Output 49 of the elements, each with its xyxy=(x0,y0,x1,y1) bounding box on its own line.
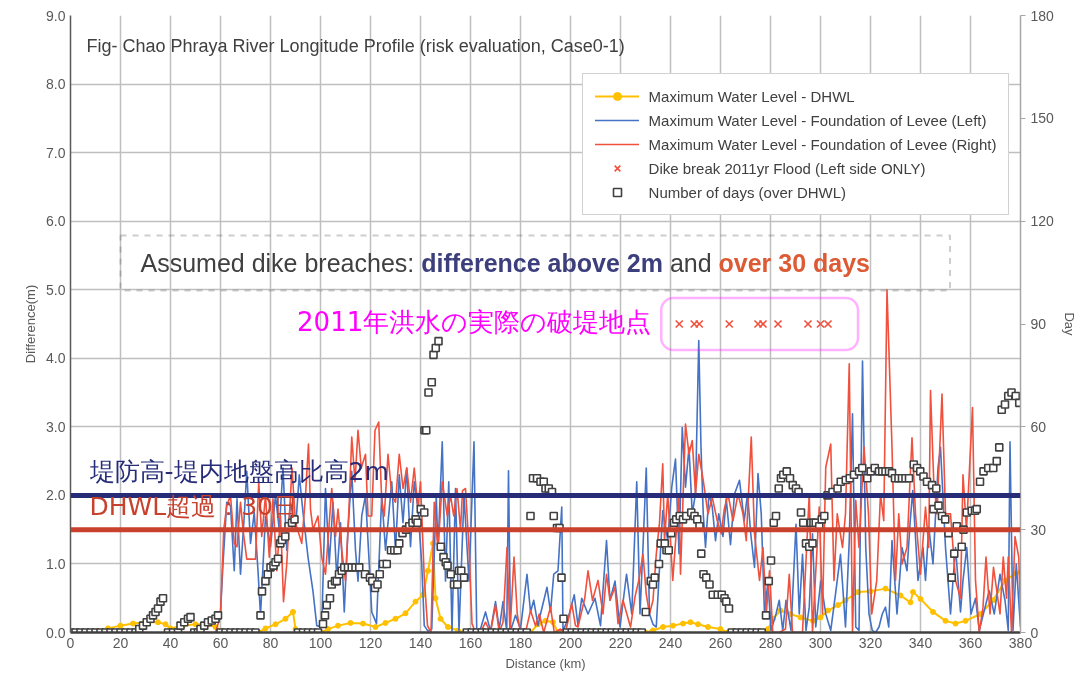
x-tick-label: 80 xyxy=(262,634,279,651)
y2-tick-label: 30 xyxy=(1030,521,1047,538)
y2-tick-label: 180 xyxy=(1030,7,1055,24)
y-tick-label: 4.0 xyxy=(46,350,66,367)
x-tick-label: 100 xyxy=(308,634,333,651)
annotation: Assumed dike breaches: xyxy=(140,249,415,277)
x-axis-title: Distance (km) xyxy=(505,655,586,671)
x-tick-label: 0 xyxy=(66,634,75,651)
y-tick-label: 0.0 xyxy=(46,624,66,641)
y-tick-label: 1.0 xyxy=(46,555,66,572)
x-tick-label: 320 xyxy=(858,634,883,651)
legend-label: Number of days (over DHWL) xyxy=(648,182,847,202)
y-tick-label: 2.0 xyxy=(46,487,66,504)
x-tick-label: 280 xyxy=(758,634,783,651)
text: Fig- Chao Phraya River Longitude Profile (risk evaluation, Case0-1) xyxy=(86,35,625,56)
y-tick-label: 6.0 xyxy=(46,213,66,230)
x-tick-label: 200 xyxy=(558,634,583,651)
x-tick-label: 360 xyxy=(958,634,983,651)
x-tick-label: 140 xyxy=(408,634,433,651)
annotation: 2011年洪水の実際の破堤地点 xyxy=(297,307,652,337)
x-tick-label: 60 xyxy=(212,634,229,651)
x-tick-label: 20 xyxy=(112,634,129,651)
x-tick-label: 180 xyxy=(508,634,533,651)
x-tick-label: 340 xyxy=(908,634,933,651)
y2-axis-title: Day xyxy=(1061,312,1077,337)
y-tick-label: 8.0 xyxy=(46,76,66,93)
annotation: and xyxy=(669,249,712,277)
x-tick-label: 220 xyxy=(608,634,633,651)
x-tick-label: 160 xyxy=(458,634,483,651)
legend-label: Maximum Water Level - Foundation of Levee (Left) xyxy=(648,110,987,130)
y-tick-label: 5.0 xyxy=(46,281,66,298)
x-tick-label: 40 xyxy=(162,634,179,651)
x-tick-label: 260 xyxy=(708,634,733,651)
legend-label: Maximum Water Level - Foundation of Levee (Right) xyxy=(648,134,997,154)
annotation: difference above 2m xyxy=(421,249,663,277)
legend-label: Maximum Water Level - DHWL xyxy=(648,86,855,106)
y-tick-label: 9.0 xyxy=(46,7,66,24)
x-tick-label: 240 xyxy=(658,634,683,651)
y2-tick-label: 120 xyxy=(1030,213,1055,230)
y-tick-label: 3.0 xyxy=(46,418,66,435)
x-tick-label: 120 xyxy=(358,634,383,651)
annotation: over 30 days xyxy=(718,249,871,277)
y2-tick-label: 90 xyxy=(1030,316,1047,332)
y2-tick-label: 60 xyxy=(1030,418,1047,435)
y-tick-label: 7.0 xyxy=(46,144,66,161)
y2-tick-label: 150 xyxy=(1030,110,1055,127)
y-axis-title: Difference(m) xyxy=(23,284,39,364)
x-tick-label: 300 xyxy=(808,634,833,651)
legend-label: Dike break 2011yr Flood (Left side ONLY) xyxy=(648,158,926,178)
